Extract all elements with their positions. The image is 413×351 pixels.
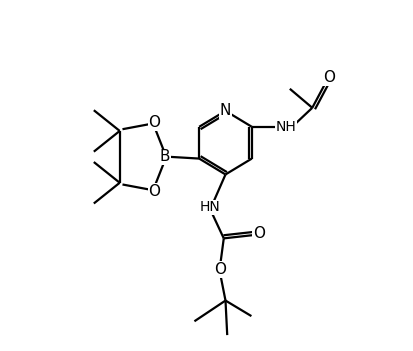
Text: HN: HN [199,200,220,214]
Text: B: B [159,149,170,164]
Text: O: O [253,226,265,241]
Text: O: O [323,70,335,85]
Text: O: O [148,184,160,199]
Text: O: O [214,262,226,277]
Text: N: N [220,104,231,118]
Text: NH: NH [276,120,297,134]
Text: O: O [148,115,160,130]
